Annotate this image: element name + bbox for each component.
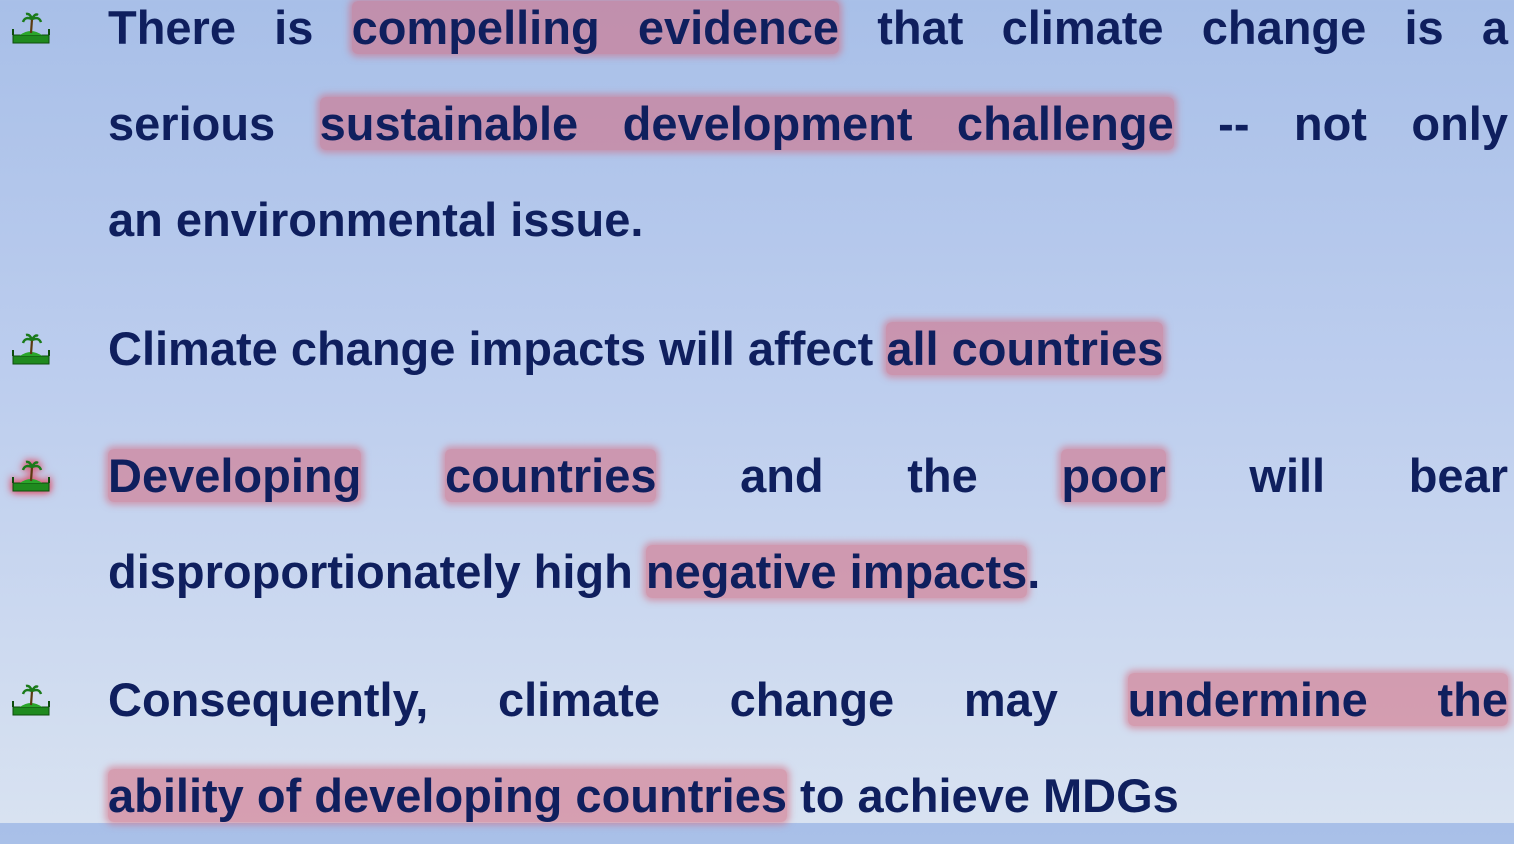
text-line: Developing countries and the poor will b… [108, 428, 1508, 524]
bullet-icon [12, 12, 50, 44]
highlighted-text: countries [444, 449, 657, 502]
text: and the [656, 449, 1062, 502]
highlighted-text: negative impacts [645, 545, 1028, 598]
text-line: There is compelling evidence that climat… [108, 0, 1508, 76]
highlighted-text: poor [1061, 449, 1166, 502]
bullet-icon [12, 333, 50, 365]
highlighted-text: sustainable development challenge [319, 97, 1174, 150]
text [361, 449, 445, 502]
bullet: There is compelling evidence that climat… [0, 0, 1514, 268]
text: There is [108, 1, 352, 54]
bullet-icon [12, 460, 50, 492]
text-line: Climate change impacts will affect all c… [108, 301, 1508, 397]
text: -- not only [1173, 97, 1508, 150]
text: . [1027, 545, 1041, 598]
highlighted-text: compelling evidence [351, 1, 840, 54]
text-line: disproportionately high negative impacts… [108, 524, 1508, 620]
text: will bear [1165, 449, 1508, 502]
text-line: an environmental issue. [108, 172, 1508, 268]
text-line: serious sustainable development challeng… [108, 76, 1508, 172]
highlighted-text: Developing [108, 449, 362, 502]
text: Climate change impacts will affect [108, 322, 887, 375]
bullet: Climate change impacts will affect all c… [0, 301, 1514, 397]
text: that climate change is a [839, 1, 1508, 54]
highlighted-text: ability of developing countries [108, 769, 787, 822]
text-line: ability of developing countries to achie… [108, 748, 1508, 844]
slide: {"bullets": [ {"highlight_icon": false, … [0, 0, 1514, 823]
text-line: Consequently, climate change may undermi… [108, 652, 1508, 748]
text: disproportionately high [108, 545, 646, 598]
text: an environmental issue. [108, 193, 644, 246]
highlighted-text: all countries [886, 322, 1164, 375]
bullet: Developing countries and the poor will b… [0, 428, 1514, 620]
text: Consequently, climate change may [108, 673, 1128, 726]
bullet: Consequently, climate change may undermi… [0, 652, 1514, 844]
text: serious [108, 97, 320, 150]
bullet-icon [12, 684, 50, 716]
text: to achieve MDGs [786, 769, 1179, 822]
highlighted-text: undermine the [1127, 673, 1508, 726]
